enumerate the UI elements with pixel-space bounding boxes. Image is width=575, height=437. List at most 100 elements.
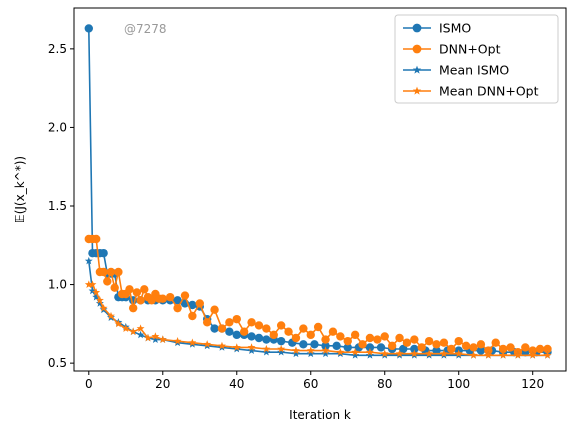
axes-frame	[73, 7, 567, 372]
data-point	[321, 341, 330, 351]
y-tick-label: 2.5	[48, 42, 67, 56]
data-point	[210, 324, 219, 333]
data-point	[84, 24, 93, 33]
data-point	[107, 311, 115, 320]
y-tick-label: 1.0	[48, 278, 67, 292]
data-point	[158, 294, 167, 303]
data-point	[399, 344, 408, 354]
data-point	[276, 336, 286, 346]
data-point	[365, 351, 374, 359]
data-point	[469, 351, 478, 359]
legend-marker	[412, 86, 422, 95]
data-point	[151, 335, 160, 343]
data-point	[476, 346, 486, 355]
data-point	[439, 338, 449, 347]
data-point	[203, 340, 212, 348]
data-point	[210, 305, 219, 314]
data-point	[365, 333, 375, 343]
data-point	[432, 340, 441, 349]
data-point	[218, 341, 226, 350]
data-point	[262, 335, 271, 344]
y-axis-label: 𝔼(J(x_k^*))	[13, 156, 27, 223]
data-point	[395, 333, 404, 343]
legend-entry: DNN+Opt	[403, 42, 501, 57]
data-point	[543, 344, 552, 354]
data-point	[128, 303, 138, 313]
legend-label: ISMO	[439, 21, 471, 36]
data-point	[469, 343, 478, 352]
data-point	[92, 288, 101, 296]
data-point	[140, 285, 149, 294]
data-point	[350, 330, 360, 340]
data-point	[180, 291, 190, 300]
x-tick-label: 120	[521, 377, 544, 391]
plot-area	[84, 24, 552, 359]
data-point	[299, 324, 308, 333]
data-point	[535, 344, 545, 354]
data-point	[343, 343, 352, 352]
data-point	[328, 327, 338, 336]
data-point	[277, 347, 286, 356]
data-point	[380, 349, 389, 358]
legend-box	[394, 14, 559, 104]
data-point	[499, 351, 508, 359]
data-point	[188, 311, 197, 321]
data-point	[95, 299, 104, 307]
data-point	[106, 267, 116, 277]
data-point	[506, 343, 515, 352]
data-point	[343, 336, 352, 346]
x-tick-label: 100	[447, 377, 470, 391]
data-point	[528, 346, 537, 355]
data-point	[336, 332, 345, 341]
data-point	[158, 335, 167, 343]
data-point	[292, 346, 300, 354]
data-point	[321, 349, 330, 358]
data-point	[232, 330, 241, 340]
legend: ISMO DNN+Opt Mean ISMO Mean DNN+Opt	[394, 14, 559, 104]
data-point	[513, 351, 522, 359]
data-point	[402, 338, 412, 347]
data-point	[202, 318, 212, 327]
legend-marker	[412, 65, 422, 74]
data-point	[232, 343, 241, 351]
data-point	[358, 340, 367, 349]
data-point	[306, 330, 315, 340]
data-point	[365, 343, 375, 352]
data-point	[439, 349, 448, 358]
data-point	[277, 344, 286, 353]
data-point	[313, 322, 323, 332]
data-point	[498, 344, 508, 354]
data-point	[173, 303, 182, 313]
watermark-text: @7278	[124, 22, 167, 36]
data-point	[373, 335, 382, 344]
data-point	[262, 347, 271, 356]
data-point	[114, 267, 123, 277]
data-point	[365, 347, 374, 356]
data-point	[147, 296, 156, 305]
data-point	[225, 318, 234, 327]
data-point	[114, 319, 123, 328]
data-point	[276, 321, 286, 330]
legend-label: DNN+Opt	[439, 42, 501, 57]
data-point	[292, 349, 300, 358]
data-point	[88, 286, 97, 295]
data-point	[417, 343, 426, 352]
data-point	[376, 343, 386, 352]
data-point	[424, 336, 434, 346]
legend-marker	[412, 44, 422, 54]
axes: 0 20 40 60 80 100 120 0.5 1.0 1.5 2.0 2.5 Iteration …	[13, 7, 567, 422]
data-point	[432, 346, 441, 355]
y-tick-label: 0.5	[48, 356, 67, 370]
data-point	[380, 332, 389, 341]
data-point	[173, 296, 182, 305]
data-point	[247, 318, 256, 327]
y-tick-label: 1.5	[48, 199, 67, 213]
data-point	[336, 347, 345, 356]
data-point	[103, 277, 112, 286]
data-point	[136, 330, 145, 339]
data-point	[247, 346, 256, 354]
data-point	[254, 333, 264, 343]
y-tick-label: 2.0	[48, 120, 67, 134]
data-point	[84, 280, 93, 288]
